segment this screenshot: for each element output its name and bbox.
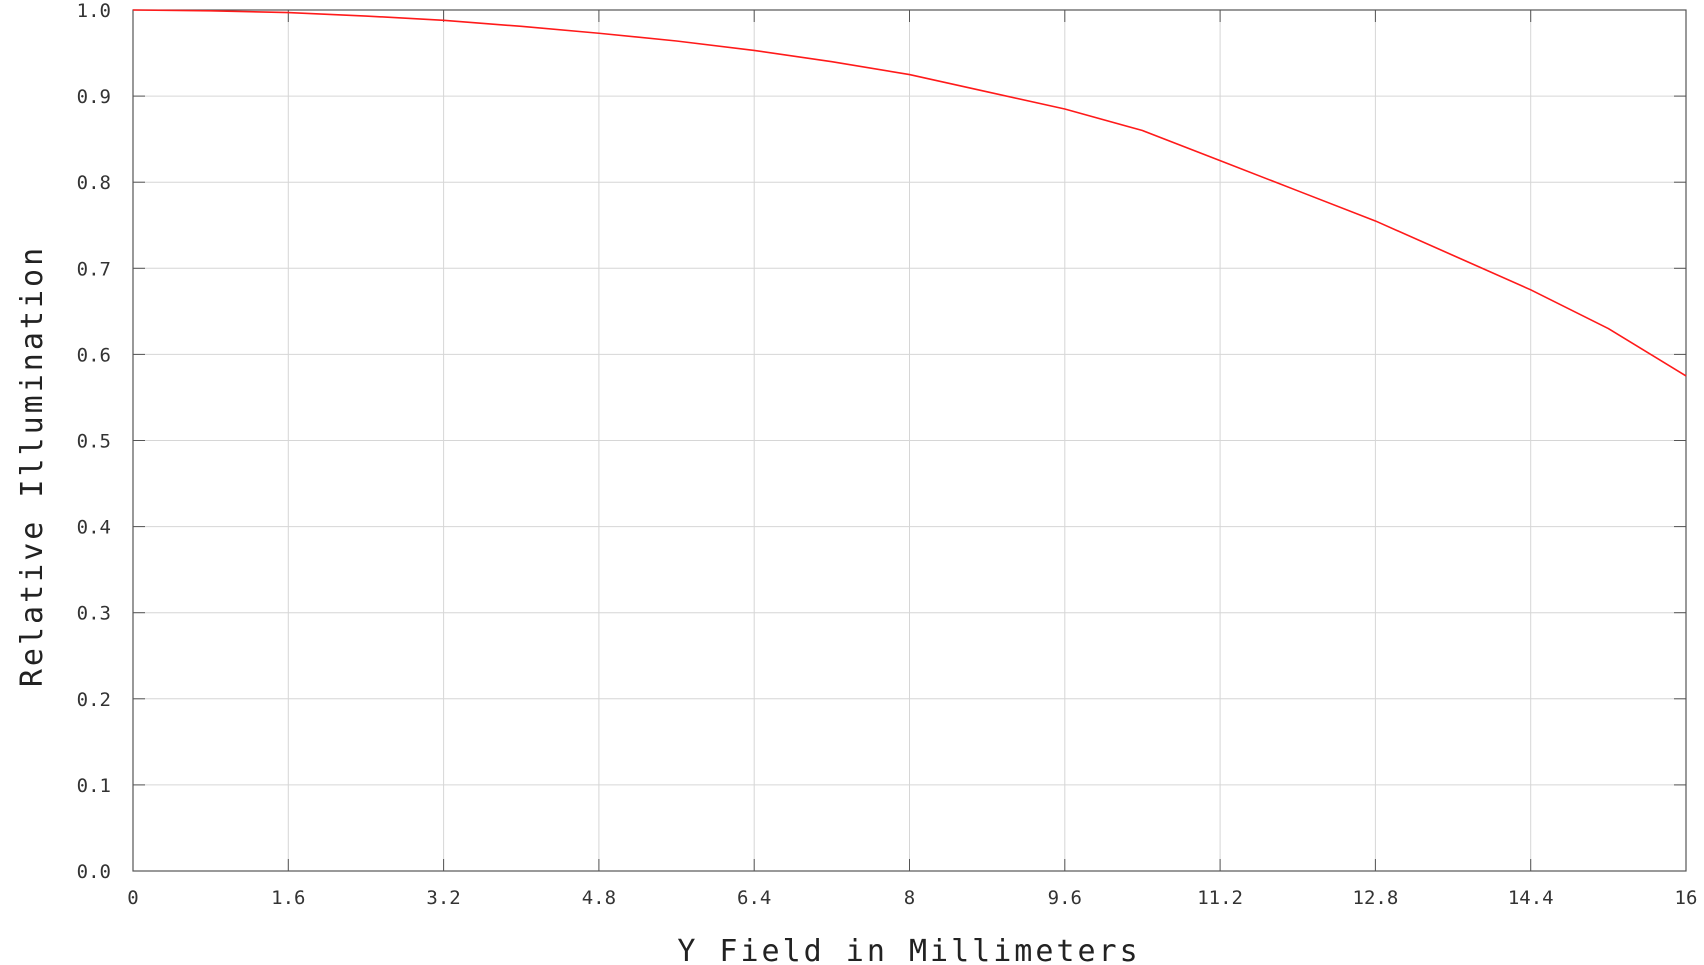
grid-lines bbox=[133, 9, 1686, 871]
x-tick-label: 0 bbox=[127, 887, 138, 909]
y-tick-label: 0.7 bbox=[77, 258, 111, 280]
x-tick-label: 12.8 bbox=[1353, 887, 1399, 909]
x-tick-labels: 0 1.6 3.2 4.8 6.4 8 9.6 11.2 12.8 14.4 16 bbox=[127, 887, 1697, 909]
x-tick-label: 14.4 bbox=[1508, 887, 1554, 909]
y-tick-label: 0.0 bbox=[77, 861, 111, 883]
y-tick-label: 0.4 bbox=[77, 517, 111, 539]
y-tick-label: 0.9 bbox=[77, 86, 111, 108]
y-tick-label: 0.3 bbox=[77, 603, 111, 625]
x-tick-label: 6.4 bbox=[737, 887, 771, 909]
y-tick-label: 0.5 bbox=[77, 431, 111, 453]
y-tick-label: 0.6 bbox=[77, 344, 111, 366]
x-tick-label: 3.2 bbox=[426, 887, 460, 909]
series-layer bbox=[132, 9, 1687, 377]
x-tick-label: 4.8 bbox=[582, 887, 616, 909]
series-line bbox=[132, 9, 1687, 377]
y-axis-title: Relative Illumination bbox=[15, 245, 50, 687]
x-tick-label: 11.2 bbox=[1197, 887, 1243, 909]
x-tick-label: 16 bbox=[1675, 887, 1698, 909]
y-tick-labels: 0.0 0.1 0.2 0.3 0.4 0.5 0.6 0.7 0.8 0.9 1.0 bbox=[77, 0, 111, 883]
x-axis-title: Y Field in Millimeters bbox=[677, 934, 1140, 965]
y-tick-label: 0.8 bbox=[77, 172, 111, 194]
y-tick-label: 0.2 bbox=[77, 689, 111, 711]
y-tick-label: 1.0 bbox=[77, 0, 111, 22]
y-tick-label: 0.1 bbox=[77, 775, 111, 797]
tick-marks bbox=[132, 9, 1687, 872]
x-tick-label: 1.6 bbox=[271, 887, 305, 909]
x-tick-label: 8 bbox=[904, 887, 915, 909]
x-tick-label: 9.6 bbox=[1048, 887, 1082, 909]
